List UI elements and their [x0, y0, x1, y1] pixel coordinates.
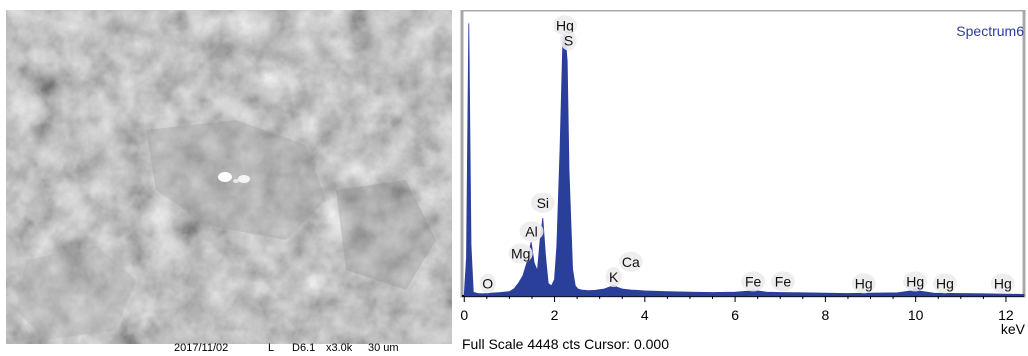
peak-label-bubble — [519, 221, 544, 242]
peak-label-bubble — [552, 15, 577, 36]
sem-info-bar: 2017/11/02 L D6.1 x3.0k 30 um — [6, 342, 452, 356]
peak-label-hg: Hg — [936, 275, 954, 291]
peak-label-hg: Hg — [855, 275, 873, 291]
sem-particle — [336, 180, 436, 290]
peak-label-si: Si — [537, 195, 549, 211]
sem-particle — [16, 245, 136, 340]
sem-magnification: x3.0k — [326, 342, 353, 354]
peak-label-bubble — [770, 271, 795, 292]
sem-code: D6.1 — [292, 342, 316, 354]
bright-particle — [218, 172, 232, 182]
peak-label-bubble — [618, 251, 643, 272]
peak-label-hg: Hg — [556, 17, 574, 33]
bright-particle — [238, 175, 250, 183]
peak-label-hg: Hg — [906, 273, 924, 289]
peak-label-bubble — [903, 271, 928, 292]
x-tick-label: 2 — [551, 307, 559, 323]
peak-label-bubble — [605, 266, 622, 287]
sem-micrograph — [6, 10, 452, 356]
sem-grain — [6, 10, 452, 356]
peak-label-fe: Fe — [775, 273, 792, 289]
peak-label-o: O — [482, 275, 493, 291]
x-tick-label: 0 — [460, 307, 468, 323]
chart-footer: Full Scale 4448 cts Cursor: 0.000 — [462, 336, 669, 352]
peak-label-mg: Mg — [511, 246, 530, 262]
spectrum-area — [463, 23, 1025, 297]
peak-label-s: S — [564, 33, 573, 49]
sem-image-panel: 2017/11/02 L D6.1 x3.0k 30 um — [6, 10, 452, 356]
x-tick-label: 6 — [731, 307, 739, 323]
peak-label-fe: Fe — [745, 273, 762, 289]
peak-label-al: Al — [525, 223, 537, 239]
peak-label-ca: Ca — [622, 254, 640, 270]
peak-label-bubble — [741, 271, 766, 292]
x-tick-label: 10 — [908, 307, 924, 323]
sem-date: 2017/11/02 — [174, 342, 229, 354]
eds-spectrum-panel: 0 2 4 6 8 10 12 keV Spectrum6 O Mg Al Si Hg S Ca K Fe Fe Hg… — [458, 10, 1028, 356]
peak-label-bubble — [479, 273, 496, 294]
x-tick-label: 4 — [641, 307, 649, 323]
x-tick-label: 12 — [998, 307, 1014, 323]
peak-label-bubble — [508, 243, 533, 264]
peak-label-bubble — [851, 273, 876, 294]
peak-label-bubble — [530, 192, 555, 213]
spectrum-title: Spectrum6 — [956, 23, 1024, 39]
x-tick-label: 8 — [821, 307, 829, 323]
peak-label-bubble — [560, 30, 577, 51]
sem-scale: 30 um — [368, 342, 399, 354]
x-axis-unit: keV — [1001, 321, 1026, 337]
plot-frame — [460, 10, 1026, 298]
peak-label-hg: Hg — [994, 275, 1012, 291]
peak-label-bubble — [933, 273, 958, 294]
peak-label-bubble — [990, 273, 1015, 294]
sem-mode: L — [268, 342, 275, 354]
bright-particle — [233, 179, 239, 183]
peak-label-k: K — [609, 269, 619, 285]
